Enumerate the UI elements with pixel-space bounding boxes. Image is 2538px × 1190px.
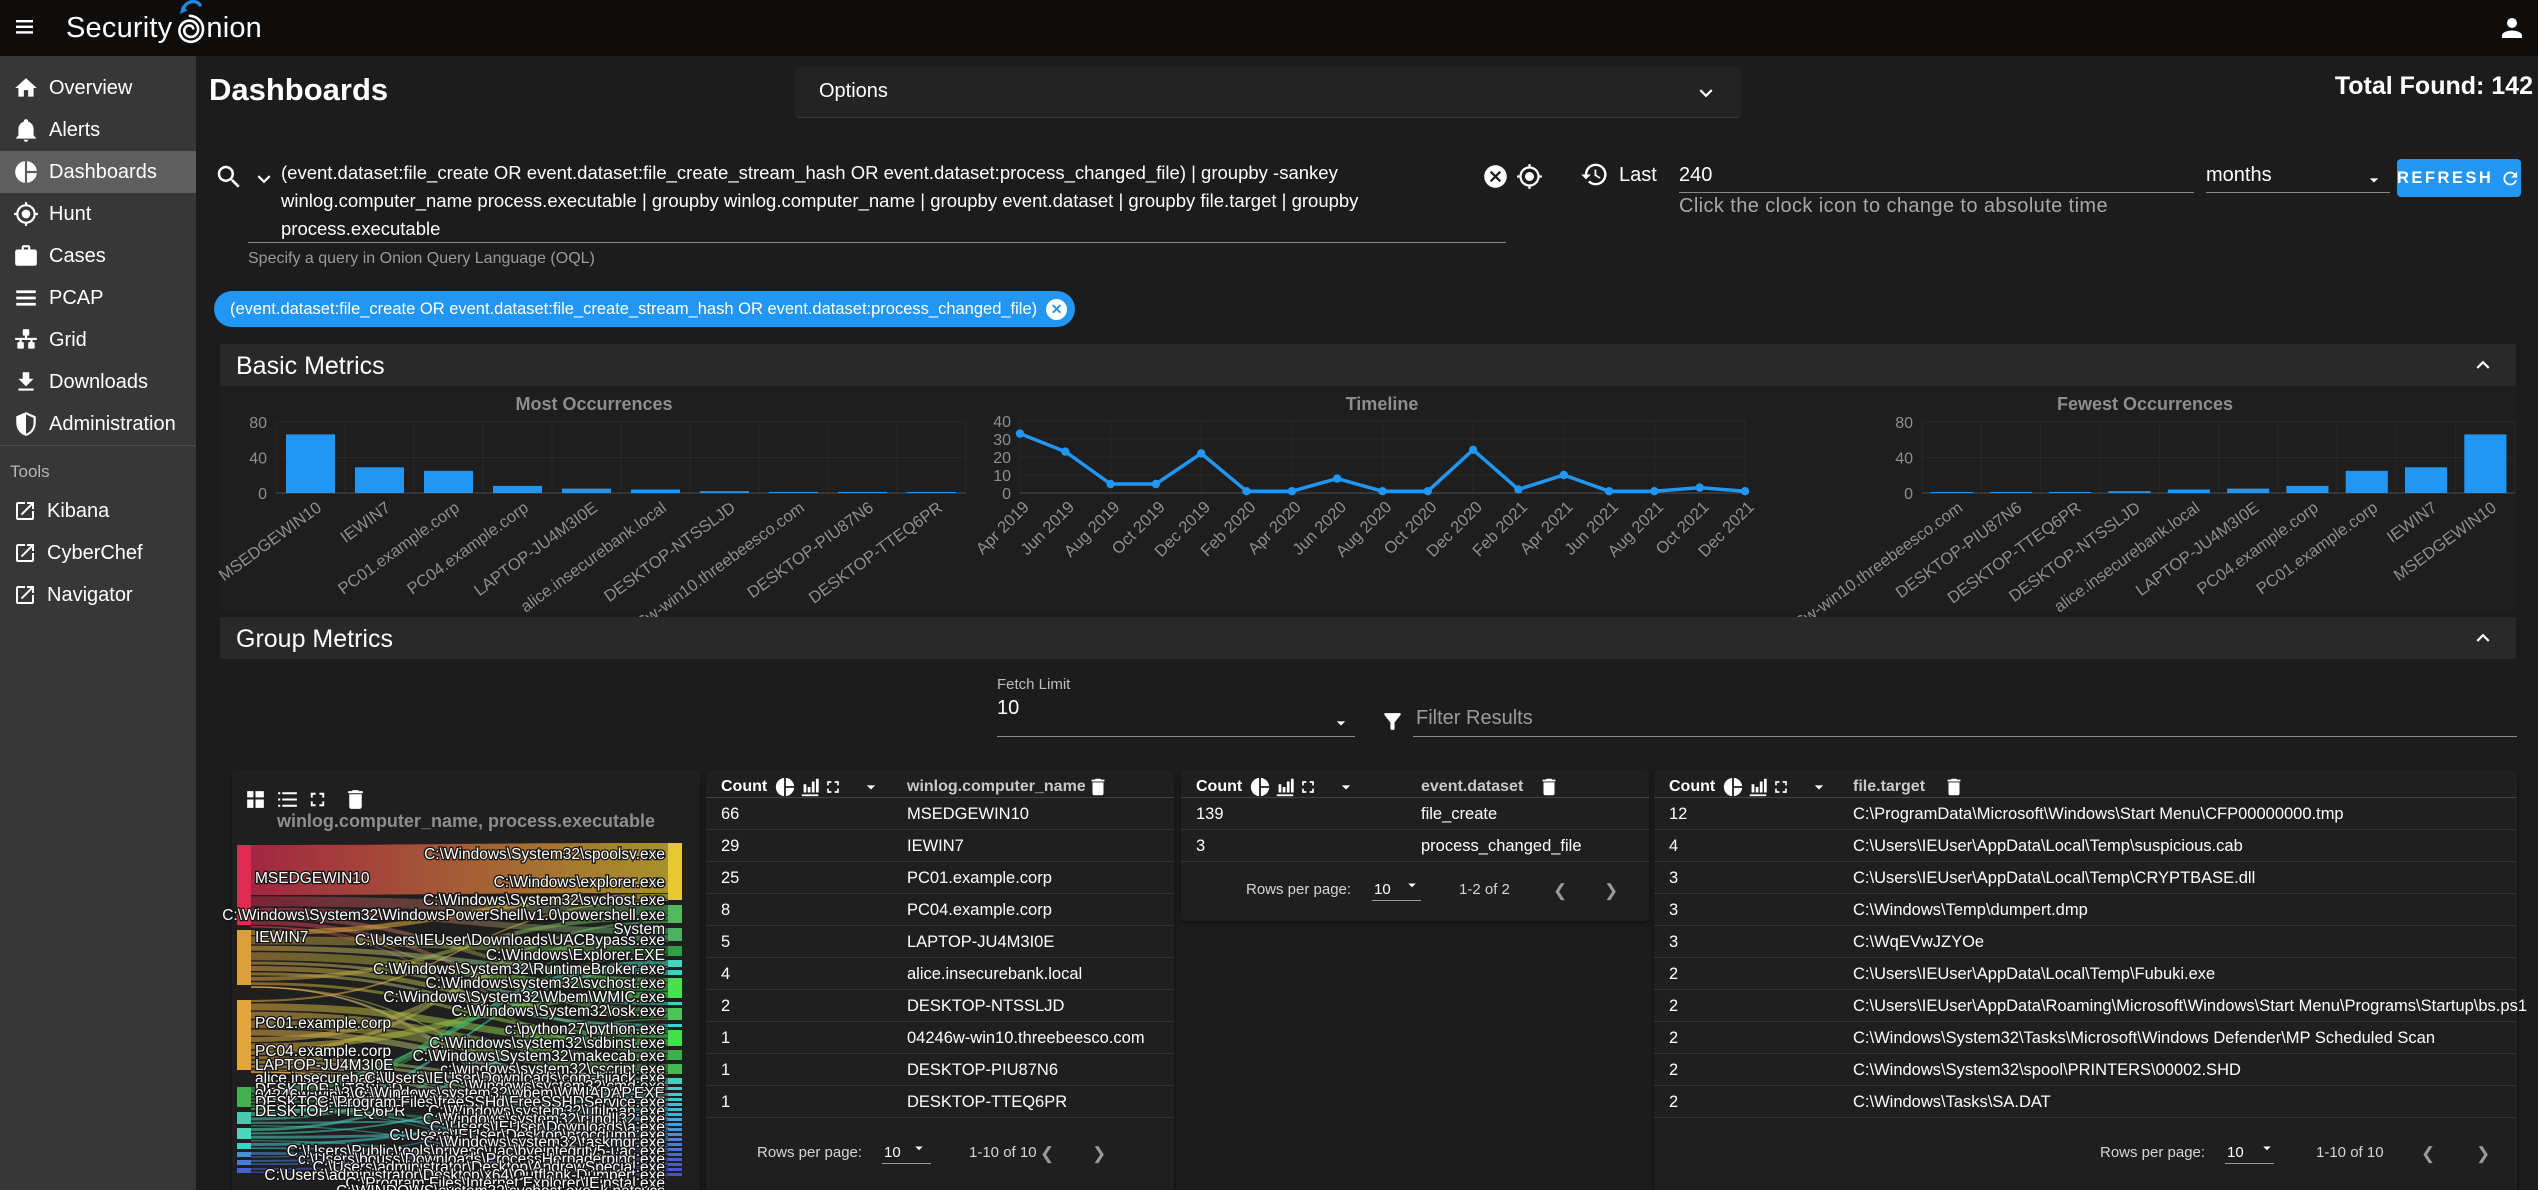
svg-text:80: 80	[1895, 415, 1913, 432]
svg-text:10: 10	[993, 468, 1011, 485]
svg-text:C:\Windows\System32\osk.exe: C:\Windows\System32\osk.exe	[451, 1003, 665, 1020]
svg-text:DESKTOP-PIU87N6: DESKTOP-PIU87N6	[255, 1094, 397, 1111]
svg-text:PC04.example.corp: PC04.example.corp	[255, 1043, 391, 1060]
svg-text:System: System	[613, 921, 665, 938]
svg-text:20: 20	[993, 450, 1011, 467]
svg-text:Most Occurrences: Most Occurrences	[515, 394, 672, 414]
svg-text:40: 40	[249, 451, 267, 468]
svg-text:C:\Windows\System32\makecab.ex: C:\Windows\System32\makecab.exe	[413, 1048, 665, 1065]
svg-text:alice.insecurebank.local: alice.insecurebank.local	[255, 1070, 420, 1087]
svg-text:0: 0	[258, 486, 267, 503]
svg-text:C:\Users\IEUser\Desktop\procdu: C:\Users\IEUser\Desktop\procdump.exe	[389, 1127, 665, 1144]
svg-text:C:\Users\IEUser\Downloads\com-: C:\Users\IEUser\Downloads\com-hijack.exe	[364, 1070, 665, 1087]
svg-text:IEWIN7: IEWIN7	[255, 929, 308, 946]
svg-text:40: 40	[993, 414, 1011, 431]
svg-text:MSEDGEWIN10: MSEDGEWIN10	[2391, 499, 2500, 585]
svg-text:PC04.example.corp: PC04.example.corp	[404, 499, 532, 599]
svg-text:0: 0	[1002, 486, 1011, 503]
svg-text:C:\Program Files\freeSSHd\Free: C:\Program Files\freeSSHd\FreeSSHDServic…	[317, 1094, 665, 1111]
svg-text:40: 40	[1895, 451, 1913, 468]
svg-text:C:\Windows\Explorer.EXE: C:\Windows\Explorer.EXE	[486, 947, 665, 964]
svg-text:C:\Users\IEUser\Downloads\a.ex: C:\Users\IEUser\Downloads\a.exe	[430, 1119, 665, 1136]
svg-text:MSEDGEWIN10: MSEDGEWIN10	[255, 870, 370, 887]
svg-text:DESKTOP-TTEQ6PR: DESKTOP-TTEQ6PR	[806, 499, 946, 608]
svg-text:LAPTOP-JU4M3I0E: LAPTOP-JU4M3I0E	[471, 499, 601, 600]
svg-text:C:\Windows\system32\rundll32.e: C:\Windows\system32\rundll32.exe	[423, 1111, 665, 1128]
svg-text:Fewest Occurrences: Fewest Occurrences	[2057, 394, 2233, 414]
svg-text:DESKTOP-NTSSLJD: DESKTOP-NTSSLJD	[601, 499, 739, 606]
svg-text:0: 0	[1904, 486, 1913, 503]
svg-text:C:\Program Files\Internet Expl: C:\Program Files\Internet Explorer\IEins…	[345, 1175, 665, 1190]
svg-text:C:\Windows\system32\cmd.exe: C:\Windows\system32\cmd.exe	[449, 1078, 665, 1095]
svg-text:C:\Users\administrator\Desktop: C:\Users\administrator\Desktop\AndrewSpe…	[313, 1159, 665, 1176]
svg-text:C:\Windows\system32\sdbinst.ex: C:\Windows\system32\sdbinst.exe	[429, 1035, 665, 1052]
svg-text:c:\python27\python.exe: c:\python27\python.exe	[505, 1021, 665, 1038]
svg-text:80: 80	[249, 415, 267, 432]
svg-text:C:\Users\Public\tools\privesc\: C:\Users\Public\tools\privesc\uac\byeint…	[287, 1143, 665, 1160]
svg-text:C:\WINDOWS\system32\svchost.ex: C:\WINDOWS\system32\svchost.exe -k netsv…	[336, 1183, 665, 1190]
svg-text:C:\Windows\System32\svchost.ex: C:\Windows\System32\svchost.exe	[423, 892, 665, 909]
svg-text:C:\Windows\System32\WindowsPow: C:\Windows\System32\WindowsPowerShell\v1…	[222, 907, 665, 924]
svg-text:30: 30	[993, 432, 1011, 449]
svg-text:C:\Users\administrator\Desktop: C:\Users\administrator\Desktop\x64\Outfl…	[264, 1167, 665, 1184]
svg-text:c:\windows\system32\cscript.ex: c:\windows\system32\cscript.exe	[440, 1061, 665, 1078]
svg-text:C:\Windows\system32\svchost.ex: C:\Windows\system32\svchost.exe	[426, 975, 665, 992]
svg-text:C:\Windows\system32\taskmgr.ex: C:\Windows\system32\taskmgr.exe	[424, 1134, 665, 1151]
svg-text:\3\C:\Windows\system32\wbem\WM: \3\C:\Windows\system32\wbem\WMIADAP.EXE	[337, 1085, 665, 1102]
svg-text:Timeline: Timeline	[1346, 394, 1419, 414]
svg-text:C:\Windows\System32\RuntimeBro: C:\Windows\System32\RuntimeBroker.exe	[373, 961, 665, 978]
svg-text:PC01.example.corp: PC01.example.corp	[335, 499, 463, 599]
svg-text:C:\Windows\system32\utilman.ex: C:\Windows\system32\utilman.exe	[428, 1103, 665, 1120]
svg-text:C:\Windows\explorer.exe: C:\Windows\explorer.exe	[494, 874, 665, 891]
svg-text:C:\Windows\System32\spoolsv.ex: C:\Windows\System32\spoolsv.exe	[424, 846, 665, 863]
svg-text:04246w-win10.threebeesco.com: 04246w-win10.threebeesco.com	[255, 1087, 478, 1104]
svg-text:LAPTOP-JU4M3I0E: LAPTOP-JU4M3I0E	[255, 1057, 393, 1074]
svg-text:PC01.example.corp: PC01.example.corp	[255, 1015, 391, 1032]
svg-text:DESKTOP-NTSSLJD: DESKTOP-NTSSLJD	[255, 1081, 403, 1098]
svg-text:C:\Windows\System32\Wbem\WMIC.: C:\Windows\System32\Wbem\WMIC.exe	[383, 989, 665, 1006]
svg-text:IEWIN7: IEWIN7	[337, 499, 394, 547]
svg-text:C:\Users\IEUser\Downloads\UACB: C:\Users\IEUser\Downloads\UACBypass.exe	[355, 932, 665, 949]
svg-text:DESKTOP-PIU87N6: DESKTOP-PIU87N6	[744, 499, 877, 602]
svg-text:DESKTOP-TTEQ6PR: DESKTOP-TTEQ6PR	[255, 1103, 405, 1120]
svg-text:c:\Users\bouss\Downloads\Proce: c:\Users\bouss\Downloads\ProcessHerpader…	[298, 1151, 665, 1168]
